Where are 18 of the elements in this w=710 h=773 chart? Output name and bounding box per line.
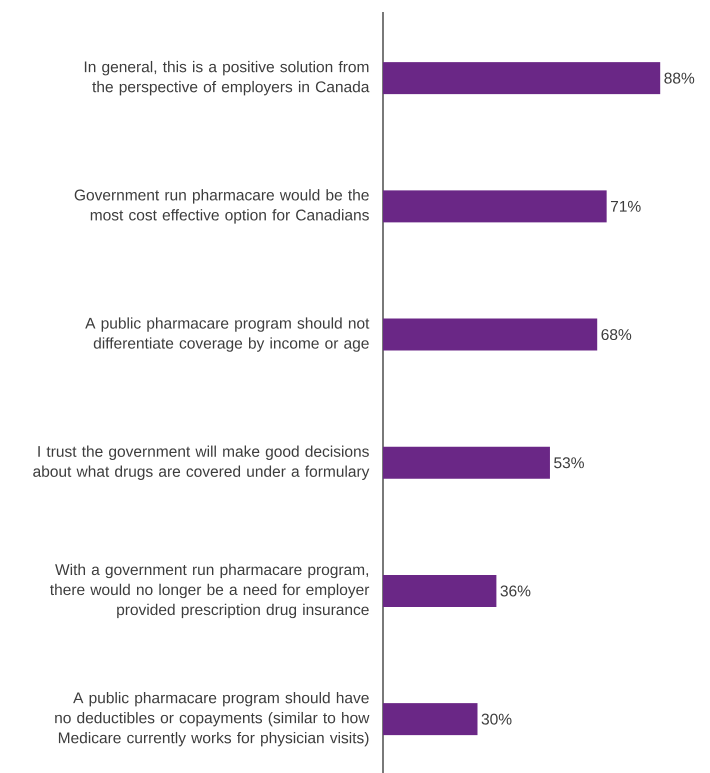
y-tick-label: With a government run pharmacare program, there would no longer be a need for employer provided prescription drug insurance bbox=[50, 564, 370, 618]
y-tick-label: I trust the government will make good decisions about what drugs are covered under a formulary bbox=[33, 446, 370, 480]
y-tick-label: Government run pharmacare would be the most cost effective option for Canadians bbox=[74, 189, 369, 224]
bar bbox=[383, 62, 660, 94]
data-label: 88% bbox=[664, 72, 694, 84]
bar bbox=[383, 318, 598, 351]
bar bbox=[383, 446, 550, 479]
data-label: 30% bbox=[482, 714, 512, 725]
y-tick-label: A public pharmacare program should not differentiate coverage by income or age bbox=[85, 317, 370, 352]
data-label: 36% bbox=[500, 585, 530, 596]
data-label: 71% bbox=[610, 200, 641, 212]
data-label: 53% bbox=[554, 457, 584, 468]
bar bbox=[383, 703, 478, 736]
bar bbox=[383, 574, 496, 607]
bar bbox=[383, 190, 607, 222]
y-tick-label: A public pharmacare program should have no deductibles or copayments (similar to how Medicare currently works for physician visits) bbox=[55, 692, 370, 746]
data-label: 68% bbox=[602, 329, 632, 340]
y-tick-label: In general, this is a positive solution from the perspective of employers in Canada bbox=[84, 60, 370, 96]
